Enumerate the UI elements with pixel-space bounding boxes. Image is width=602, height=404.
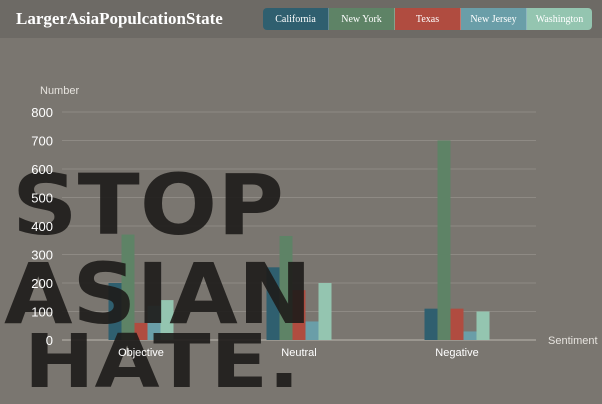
bar-california-objective bbox=[108, 283, 122, 340]
bar-washington-negative bbox=[476, 311, 490, 340]
legend-item-washington[interactable]: Washington bbox=[527, 8, 592, 30]
y-axis-label: Number bbox=[40, 85, 79, 97]
y-tick-label: 100 bbox=[31, 305, 53, 320]
bar-washington-neutral bbox=[318, 283, 332, 340]
y-tick-label: 400 bbox=[31, 219, 53, 234]
bar-texas-objective bbox=[134, 322, 148, 340]
y-tick-label: 300 bbox=[31, 248, 53, 263]
y-tick-label: 700 bbox=[31, 134, 53, 149]
legend-item-new-york[interactable]: New York bbox=[329, 8, 395, 30]
bar-new-jersey-neutral bbox=[305, 321, 319, 340]
legend: California New York Texas New Jersey Was… bbox=[263, 8, 592, 30]
legend-item-california[interactable]: California bbox=[263, 8, 329, 30]
y-tick-label: 500 bbox=[31, 191, 53, 206]
y-tick-label: 600 bbox=[31, 162, 53, 177]
x-tick-label-neutral: Neutral bbox=[281, 347, 316, 359]
y-tick-label: 0 bbox=[46, 333, 53, 348]
y-tick-label: 800 bbox=[31, 105, 53, 120]
bar-texas-neutral bbox=[292, 290, 306, 340]
x-tick-label-negative: Negative bbox=[435, 347, 478, 359]
bar-california-negative bbox=[424, 308, 438, 340]
bar-new-jersey-objective bbox=[147, 305, 161, 340]
bar-new-york-neutral bbox=[279, 235, 293, 340]
bar-washington-objective bbox=[160, 300, 174, 340]
poster-line-asian: ASIAN bbox=[4, 245, 312, 343]
y-tick-label: 200 bbox=[31, 276, 53, 291]
x-tick-label-objective: Objective bbox=[118, 347, 164, 359]
bar-new-jersey-negative bbox=[463, 331, 477, 340]
bar-new-york-objective bbox=[121, 234, 135, 340]
bar-texas-negative bbox=[450, 308, 464, 340]
x-axis-label: Sentiment bbox=[548, 335, 598, 347]
legend-item-texas[interactable]: Texas bbox=[395, 8, 461, 30]
legend-item-new-jersey[interactable]: New Jersey bbox=[461, 8, 527, 30]
bar-california-neutral bbox=[266, 267, 280, 340]
page-title: LargerAsiaPopulcationState bbox=[16, 9, 223, 28]
poster-line-stop: STOP bbox=[12, 156, 284, 254]
poster-line-hate: HATE. bbox=[24, 319, 300, 404]
bar-new-york-negative bbox=[437, 140, 451, 340]
